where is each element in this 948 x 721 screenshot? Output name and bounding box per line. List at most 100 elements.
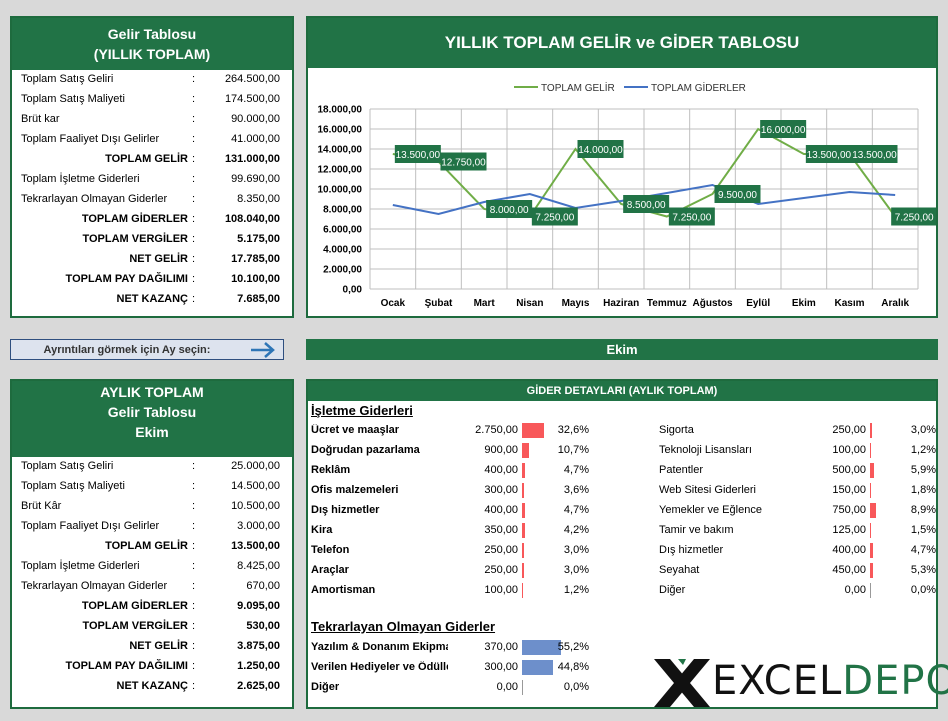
statement-value: 7.685,00 [237, 293, 280, 305]
data-label: 13.500,00 [852, 150, 897, 161]
expense-row: Yemekler ve Eğlence 750,00 8,9% [659, 501, 940, 521]
expense-bar [522, 680, 523, 695]
data-label-bg [440, 152, 487, 171]
expense-bar [870, 483, 872, 498]
expense-name: Yazılım & Donanım Ekipmanları [311, 641, 448, 653]
statement-label: NET KAZANÇ [116, 293, 189, 305]
statement-colon: : [192, 233, 196, 245]
statement-colon: : [192, 520, 196, 532]
statement-value: 1.250,00 [237, 660, 280, 672]
data-label-bg [714, 185, 761, 203]
y-tick-label: 14.000,00 [318, 145, 363, 156]
statement-value: 174.500,00 [224, 93, 280, 105]
x-logo-icon [654, 659, 710, 707]
income-expense-chart: 0,00 2.000,00 4.000,00 6.000,00 8.000,00 10.0… [318, 81, 936, 309]
chart-title: YILLIK TOPLAM GELİR ve GİDER TABLOSU [308, 18, 936, 68]
statement-label: TOPLAM GELİR [105, 540, 188, 552]
statement-row: TOPLAM PAY DAĞILIMI: 1.250,00 [12, 657, 292, 677]
statement-label: Tekrarlayan Olmayan Giderler [21, 193, 168, 205]
statement-label: TOPLAM PAY DAĞILIMI [65, 660, 188, 672]
expense-percent: 5,3% [910, 564, 936, 576]
statement-value: 13.500,00 [231, 540, 280, 552]
data-label-bg [760, 120, 807, 138]
expense-amount: 125,00 [832, 524, 866, 536]
expense-row: Telefon 250,00 3,0% [311, 541, 593, 561]
statement-row: NET GELİR: 3.875,00 [12, 637, 292, 657]
expense-amount: 400,00 [832, 544, 866, 556]
statement-row: TOPLAM GİDERLER: 9.095,00 [12, 597, 292, 617]
expense-amount: 100,00 [484, 584, 518, 596]
expense-amount: 450,00 [832, 564, 866, 576]
x-tick-label: Şubat [425, 298, 453, 309]
statement-colon: : [192, 173, 196, 185]
expense-row: Kira 350,00 4,2% [311, 521, 593, 541]
expense-row: Yazılım & Donanım Ekipmanları 370,00 55,2% [311, 638, 593, 658]
statement-row: Brüt kar: 90.000,00 [12, 110, 292, 130]
statement-label: TOPLAM GİDERLER [81, 600, 188, 612]
y-tick-label: 0,00 [343, 285, 363, 296]
statement-row: TOPLAM VERGİLER: 530,00 [12, 617, 292, 637]
exceldepo-logo: EXCELDEPO [652, 657, 948, 709]
expense-percent: 0,0% [910, 584, 936, 596]
statement-row: TOPLAM GELİR: 13.500,00 [12, 537, 292, 557]
statement-label: Toplam Satış Geliri [21, 460, 114, 472]
statement-colon: : [192, 193, 196, 205]
statement-row: TOPLAM VERGİLER: 5.175,00 [12, 230, 292, 250]
y-tick-label: 4.000,00 [323, 245, 362, 256]
expense-bar [870, 583, 871, 598]
data-label: 14.000,00 [578, 145, 623, 156]
legend-label: TOPLAM GİDERLER [651, 81, 746, 94]
statement-label: Brüt kar [21, 113, 60, 125]
yearly-income-panel: Gelir Tablosu (YILLIK TOPLAM) Toplam Sat… [10, 16, 294, 318]
statement-value: 3.000,00 [237, 520, 280, 532]
statement-colon: : [192, 293, 196, 305]
statement-row: Tekrarlayan Olmayan Giderler: 670,00 [12, 577, 292, 597]
expense-name: Yemekler ve Eğlence [659, 504, 762, 516]
yearly-title: Gelir Tablosu [107, 26, 197, 42]
expense-percent: 4,7% [910, 544, 936, 556]
statement-value: 264.500,00 [224, 73, 280, 85]
statement-value: 8.425,00 [237, 560, 280, 572]
y-tick-label: 10.000,00 [318, 185, 363, 196]
expense-amount: 2.750,00 [475, 424, 518, 436]
statement-colon: : [192, 540, 196, 552]
expense-percent: 1,5% [910, 524, 936, 536]
expense-name: Sigorta [659, 424, 694, 436]
x-tick-label: Mayıs [562, 298, 590, 309]
statement-label: NET GELİR [129, 640, 188, 652]
expense-amount: 300,00 [484, 484, 518, 496]
logo-text-excel: EXCEL [712, 658, 843, 704]
expense-amount: 400,00 [484, 504, 518, 516]
statement-label: Toplam Faaliyet Dışı Gelirler [21, 520, 160, 532]
statement-value: 9.095,00 [237, 600, 280, 612]
expense-amount: 350,00 [484, 524, 518, 536]
month-selector[interactable]: Ayrıntıları görmek için Ay seçin: [10, 339, 284, 360]
expense-percent: 1,2% [910, 444, 936, 456]
expense-amount: 370,00 [484, 641, 518, 653]
expense-percent: 5,9% [910, 464, 936, 476]
expense-bar [870, 463, 874, 478]
expense-name: Tamir ve bakım [659, 524, 734, 536]
logo-text: EXCELDEPO [712, 658, 948, 704]
expense-percent: 3,0% [910, 424, 936, 436]
statement-value: 10.100,00 [231, 273, 280, 285]
expense-amount: 300,00 [484, 661, 518, 673]
expense-percent: 1,2% [563, 584, 589, 596]
statement-colon: : [192, 93, 196, 105]
expense-name: Dış hizmetler [311, 504, 380, 516]
statement-row: Toplam Faaliyet Dışı Gelirler: 3.000,00 [12, 517, 292, 537]
data-label: 9.500,00 [718, 190, 757, 201]
expense-row: Seyahat 450,00 5,3% [659, 561, 940, 581]
expense-row: Teknoloji Lisansları 100,00 1,2% [659, 441, 940, 461]
expense-percent: 1,8% [910, 484, 936, 496]
expense-percent: 3,0% [563, 564, 589, 576]
expense-row: Web Sitesi Giderleri 150,00 1,8% [659, 481, 940, 501]
statement-colon: : [192, 73, 196, 85]
statement-row: Toplam İşletme Giderleri: 99.690,00 [12, 170, 292, 190]
x-tick-label: Ağustos [693, 298, 733, 309]
statement-colon: : [192, 580, 196, 592]
expense-amount: 100,00 [832, 444, 866, 456]
expense-row: Amortisman 100,00 1,2% [311, 581, 593, 601]
monthly-header: AYLIK TOPLAM Gelir Tablosu Ekim [12, 381, 292, 457]
expense-percent: 44,8% [557, 661, 589, 673]
